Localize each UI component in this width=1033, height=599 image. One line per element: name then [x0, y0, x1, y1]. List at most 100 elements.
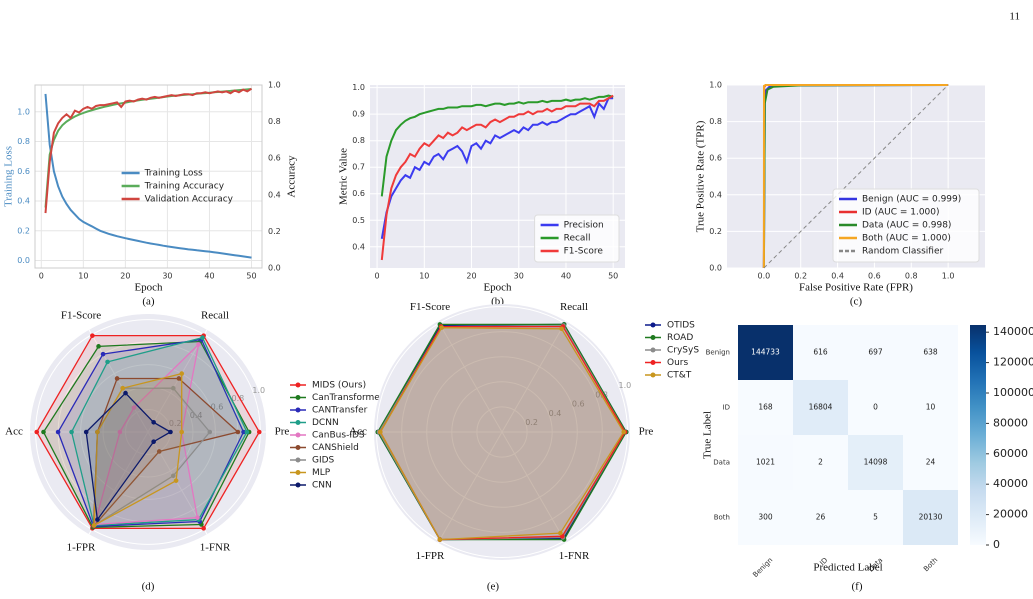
y-tick-label: 0.6 [709, 154, 722, 163]
radar-marker [437, 537, 443, 542]
colorbar-tick-label: 20000 [993, 508, 1028, 521]
x-tick-label: ID [818, 556, 829, 567]
radar-axis-label: F1-Score [410, 301, 450, 313]
colorbar-tick-label: 100000 [993, 386, 1033, 399]
radar-marker [196, 342, 201, 347]
y-tick-label: 0.4 [709, 190, 722, 199]
legend-marker [295, 482, 301, 488]
heatmap-cell [848, 490, 903, 545]
colorbar-tick-label: 60000 [993, 447, 1028, 460]
cell-label: 0 [873, 403, 878, 412]
legend-label: CT&T [667, 371, 692, 381]
x-tick-label: 0.6 [868, 272, 881, 281]
heatmap-cell [793, 435, 848, 490]
legend-marker [295, 420, 301, 425]
y2-axis-label: Accuracy [286, 155, 298, 198]
legend-marker [650, 360, 656, 365]
y-tick-label: 0.2 [17, 226, 30, 235]
radar-marker [151, 419, 156, 425]
radar-marker [41, 429, 46, 435]
legend-marker [295, 445, 301, 450]
y2-tick-label: 0.2 [268, 227, 281, 236]
radar-marker [95, 429, 100, 435]
cell-label: 10 [926, 403, 936, 412]
colorbar-tick-label: 80000 [993, 416, 1028, 429]
x-tick-label: 40 [204, 272, 214, 281]
caption: (a) [142, 296, 155, 308]
y-tick-label: 0.0 [17, 256, 30, 265]
x-axis-label: False Positive Rate (FPR) [799, 282, 913, 294]
heatmap-cell [738, 380, 793, 435]
radar-marker [69, 429, 74, 435]
radar-spoke [437, 320, 503, 433]
radar-axis-label: Pre [639, 426, 654, 438]
radar-axis-label: 1-FPR [416, 550, 445, 562]
heatmap-cell [738, 490, 793, 545]
cell-label: 300 [758, 513, 773, 522]
cell-label: 616 [813, 348, 828, 357]
caption: (d) [142, 581, 155, 593]
radar-axis-label: Recall [560, 301, 588, 313]
radar-marker [105, 359, 110, 365]
y-tick-label: 0.8 [352, 136, 365, 145]
legend-marker [650, 322, 656, 328]
radar-marker [156, 449, 162, 454]
radar-marker [170, 385, 176, 391]
cell-label: 1021 [756, 458, 775, 467]
radar-marker [173, 478, 179, 483]
y-tick-label: 0.6 [17, 167, 30, 176]
legend-label: ID (AUC = 1.000) [862, 208, 940, 218]
r-tick-label: 0.8 [231, 394, 244, 403]
radar-marker [96, 344, 101, 349]
cell-label: 26 [816, 513, 826, 522]
x-tick-label: 0.4 [831, 272, 844, 281]
radar-marker [90, 333, 95, 338]
radar-spoke [147, 329, 208, 433]
legend-label: Both (AUC = 1.000) [862, 234, 951, 244]
legend-marker [650, 335, 656, 340]
radar-axis-label: Pre [275, 426, 290, 438]
radar-marker [100, 351, 106, 357]
y-tick-label: 0.9 [352, 110, 365, 119]
y-tick-label: 0.5 [352, 216, 365, 225]
heatmap-cell [793, 325, 848, 380]
radar-axis-label: F1-Score [61, 309, 101, 321]
y-tick-label: 0.2 [709, 227, 722, 236]
r-tick-label: 0.4 [549, 409, 562, 418]
caption: (c) [850, 296, 863, 308]
heatmap-cell [738, 435, 793, 490]
cell-label: 168 [758, 403, 773, 412]
radar-marker [559, 326, 564, 332]
r-tick-label: 0.6 [211, 402, 224, 411]
y-tick-label: 0.6 [352, 189, 365, 198]
radar-marker [377, 429, 383, 435]
legend-label: ROAD [667, 333, 693, 343]
legend-box [832, 188, 980, 263]
radar-marker [558, 530, 563, 536]
x-tick-label: 0 [39, 272, 44, 281]
heatmap-cell [848, 325, 903, 380]
series-line [762, 84, 949, 269]
heatmap-cell [793, 380, 848, 435]
radar-marker [256, 429, 262, 435]
radar-marker [241, 429, 246, 435]
radar-marker [34, 429, 40, 435]
radar-marker [120, 385, 126, 391]
legend-label: OTIDS [667, 321, 695, 331]
legend-label: CrySyS [667, 346, 699, 356]
radar-marker [168, 429, 173, 435]
radar-marker [117, 429, 123, 435]
x-axis-label: Epoch [483, 282, 512, 294]
x-tick-label: 50 [608, 272, 618, 281]
radar-axis-label: 1-FNR [559, 550, 590, 562]
caption: (f) [852, 581, 863, 593]
radar-marker [91, 523, 97, 528]
radar-marker [151, 439, 156, 445]
legend-marker [295, 470, 301, 475]
y-tick-label: Data [713, 459, 730, 467]
radar-marker [83, 429, 89, 435]
heatmap-cell [738, 325, 793, 380]
legend-label: MLP [312, 468, 331, 478]
radar-axis-label: 1-FNR [200, 542, 231, 554]
caption: (e) [487, 581, 500, 593]
